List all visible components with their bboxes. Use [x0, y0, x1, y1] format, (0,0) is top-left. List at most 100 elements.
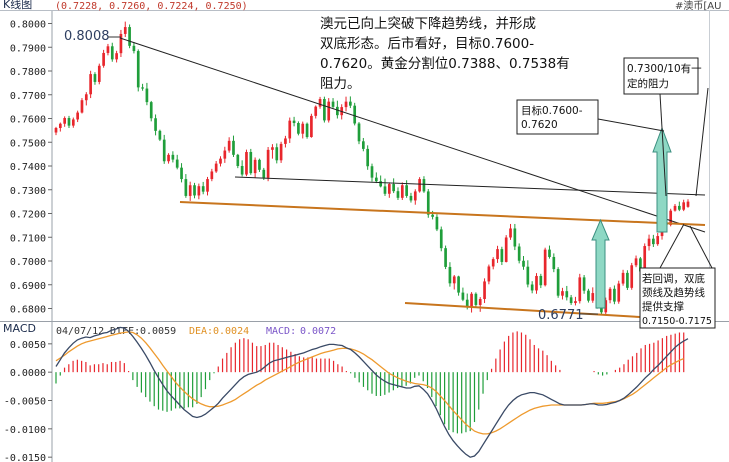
candle-body — [435, 216, 439, 230]
macd-y-tick-label: 0.0000 — [10, 368, 46, 379]
candle-body — [145, 88, 149, 103]
instrument-label: #澳币[AU — [675, 0, 721, 12]
macd-y-tick-label: -0.0100 — [4, 425, 46, 436]
candle-body — [517, 246, 521, 261]
commentary-line: 双底形态。后市看好，目标0.7600- — [320, 35, 534, 52]
candle-body — [400, 185, 404, 198]
candle-body — [556, 269, 560, 296]
candle-body — [487, 266, 491, 282]
candle-body — [67, 118, 71, 126]
candle-body — [249, 151, 253, 174]
candle-body — [370, 166, 374, 178]
y-tick-label: 0.7500 — [10, 138, 46, 149]
candle-body — [262, 169, 266, 178]
macd-title: MACD — [3, 322, 36, 335]
candle-body — [413, 191, 417, 201]
candle-body — [617, 283, 621, 302]
descending-trendline — [119, 37, 706, 233]
candle-body — [439, 229, 443, 249]
candle-body — [353, 105, 357, 124]
candle-body — [565, 291, 569, 298]
candle-body — [206, 179, 209, 192]
candle-body — [132, 45, 136, 52]
candle-body — [271, 147, 274, 150]
candle-body — [374, 177, 378, 182]
y-tick-label: 0.7100 — [10, 233, 46, 244]
candle-body — [535, 275, 538, 291]
y-tick-label: 0.6800 — [10, 305, 46, 316]
candle-body — [227, 140, 231, 151]
candle-body — [214, 163, 218, 172]
candle-body — [89, 74, 92, 95]
y-tick-label: 0.7700 — [10, 91, 46, 102]
candle-body — [392, 184, 395, 192]
candle-body — [288, 120, 292, 139]
candle-body — [478, 299, 482, 305]
candle-body — [301, 123, 305, 134]
candle-body — [578, 277, 582, 302]
callout-box — [516, 99, 599, 135]
candle-body — [171, 154, 175, 160]
candle-body — [652, 238, 655, 245]
candle-body — [366, 148, 370, 167]
candle-body — [97, 65, 101, 82]
macd-y-tick-label: -0.0050 — [4, 397, 46, 408]
candle-body — [552, 256, 556, 270]
target-callout: 目标0.7600- 0.7620 — [516, 99, 665, 135]
candle-body — [608, 288, 612, 301]
y-tick-label: 0.8000 — [10, 20, 46, 31]
candle-body — [448, 266, 452, 284]
candle-body — [236, 154, 240, 166]
support-callout: 若回调，双底 颈线及趋势线 提供支撑 0.7150-0.7175 — [639, 223, 716, 329]
candle-body — [591, 293, 595, 301]
callout-text: 提供支撑 — [642, 300, 684, 313]
candle-body — [180, 167, 183, 180]
candle-body — [123, 27, 127, 34]
candle-body — [314, 106, 318, 116]
candle-body — [673, 205, 677, 211]
low-label: 0.6771 — [538, 308, 584, 323]
callout-box — [623, 57, 699, 95]
callout-text: 0.7300/10有一 — [627, 62, 702, 75]
candle-body — [232, 140, 235, 155]
candle-body — [128, 27, 131, 46]
double-bottom-arrow — [591, 218, 610, 309]
macd-date: 04/07/12 — [56, 326, 104, 337]
candle-body — [323, 99, 326, 121]
candle-body — [409, 195, 413, 201]
candle-body — [669, 210, 673, 225]
callout-pointer — [695, 87, 709, 197]
candle-body — [357, 123, 361, 142]
dea-value: 0.0024 — [213, 326, 249, 337]
candle-body — [167, 154, 170, 162]
candle-body — [210, 171, 214, 180]
candle-body — [461, 292, 465, 300]
candle-body — [266, 149, 270, 178]
callout-pointer — [659, 93, 667, 197]
callout-text: 目标0.7600- — [521, 105, 583, 117]
candle-body — [418, 179, 421, 192]
candle-body — [587, 290, 590, 301]
candle-body — [682, 202, 686, 210]
candle-body — [119, 33, 123, 54]
candle-body — [643, 246, 647, 272]
candle-body — [344, 101, 348, 108]
candle-body — [253, 159, 257, 174]
macd-y-tick-label: 0.0050 — [10, 340, 46, 351]
candle-body — [678, 205, 681, 210]
candle-body — [647, 238, 651, 247]
diff-value: 0.0059 — [140, 326, 176, 337]
candle-body — [574, 301, 577, 304]
candle-body — [240, 166, 244, 175]
candle-body — [444, 248, 447, 267]
candle-body — [327, 101, 331, 121]
macd-y-tick-label: -0.0150 — [4, 453, 46, 462]
candle-body — [686, 201, 690, 207]
ohlc-readout: (0.7228, 0.7260, 0.7224, 0.7250) — [55, 1, 248, 12]
candle-body — [158, 130, 162, 140]
candle-body — [500, 249, 504, 262]
candle-body — [284, 138, 287, 144]
target-arrow — [652, 126, 672, 233]
